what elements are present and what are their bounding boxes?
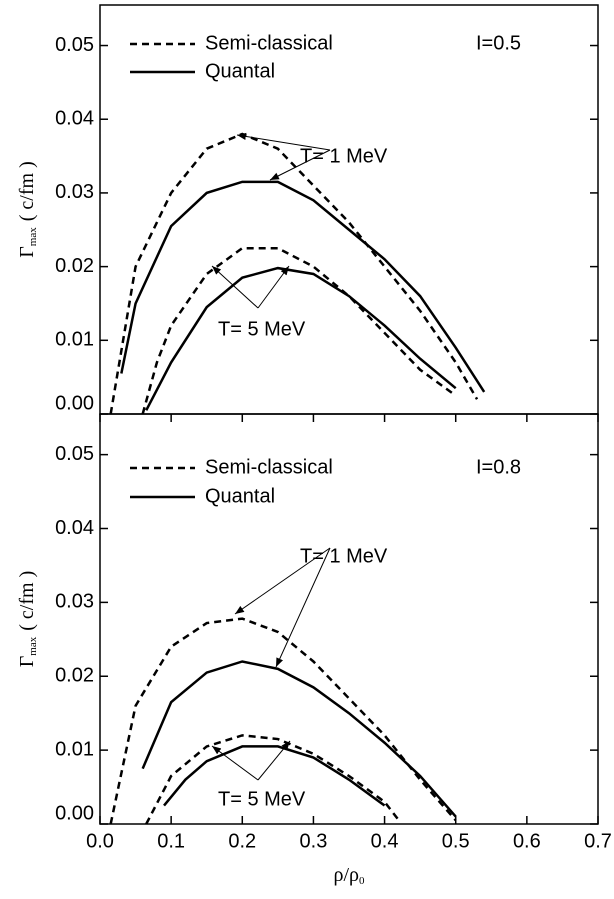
annotation: T= 5 MeV: [218, 318, 306, 340]
annotation-arrow: [211, 265, 259, 309]
annotation: T= 1 MeV: [300, 545, 388, 567]
line-series: [141, 246, 457, 415]
y-tick-label: 0.02: [55, 255, 94, 277]
y-tick-label: 0.05: [55, 34, 94, 56]
y-label-subscript: max: [27, 636, 39, 655]
y-tick-label: 0.02: [55, 665, 94, 687]
x-tick-label: 0.7: [584, 830, 612, 852]
x-tick-label: 0.1: [157, 830, 185, 852]
plot-frame: [99, 413, 599, 825]
y-tick-label: 0.01: [55, 738, 94, 760]
y-tick-label: 0.03: [55, 181, 94, 203]
annotation-arrow: [257, 740, 291, 781]
annotation-arrow: [275, 547, 331, 668]
x-tick-label: 0.2: [228, 830, 256, 852]
y-label-unit: ( c/fm ): [16, 571, 38, 631]
line-series: [163, 745, 386, 807]
y-label-subscript: max: [27, 227, 39, 246]
annotation-arrow: [269, 149, 331, 181]
x-tick-label: 0.3: [300, 830, 328, 852]
legend-label: Semi-classical: [205, 32, 333, 54]
legend-label: Semi-classical: [205, 456, 333, 478]
annotation: I=0.8: [476, 456, 521, 478]
x-label-subscript: 0: [359, 875, 365, 887]
annotation-arrow: [234, 547, 331, 615]
y-tick-label: 0.03: [55, 591, 94, 613]
x-axis-label: ρ/ρ0: [333, 864, 365, 887]
line-series: [145, 266, 457, 411]
y-label-symbol: Γ: [16, 656, 38, 668]
plot-frame: [99, 4, 599, 415]
annotation-arrow: [257, 265, 290, 309]
x-tick-label: 0.6: [513, 830, 541, 852]
line-series: [141, 660, 457, 818]
x-tick-label: 0.0: [86, 830, 114, 852]
line-series: [120, 180, 486, 393]
legend-label: Quantal: [205, 60, 275, 82]
y-tick-label: 0.05: [55, 443, 94, 465]
y-tick-label: 0.00: [55, 392, 94, 414]
annotation: I=0.5: [476, 32, 521, 54]
annotation: T= 1 MeV: [300, 145, 388, 167]
line-series: [109, 617, 457, 825]
annotation: T= 5 MeV: [218, 788, 306, 810]
x-tick-label: 0.5: [442, 830, 470, 852]
y-axis-label: Γmax ( c/fm ): [16, 571, 39, 668]
y-label-symbol: Γ: [16, 246, 38, 258]
y-axis-label: Γmax ( c/fm ): [16, 161, 39, 258]
y-tick-label: 0.04: [55, 108, 94, 130]
y-tick-label: 0.04: [55, 517, 94, 539]
y-tick-label: 0.00: [55, 802, 94, 824]
x-tick-label: 0.4: [371, 830, 399, 852]
y-tick-label: 0.01: [55, 329, 94, 351]
x-label-main: ρ/ρ: [333, 864, 359, 886]
legend-label: Quantal: [205, 485, 275, 507]
annotation-arrow: [211, 745, 259, 781]
annotation-arrow: [236, 132, 331, 151]
y-label-unit: ( c/fm ): [16, 161, 38, 221]
line-series: [145, 734, 400, 825]
